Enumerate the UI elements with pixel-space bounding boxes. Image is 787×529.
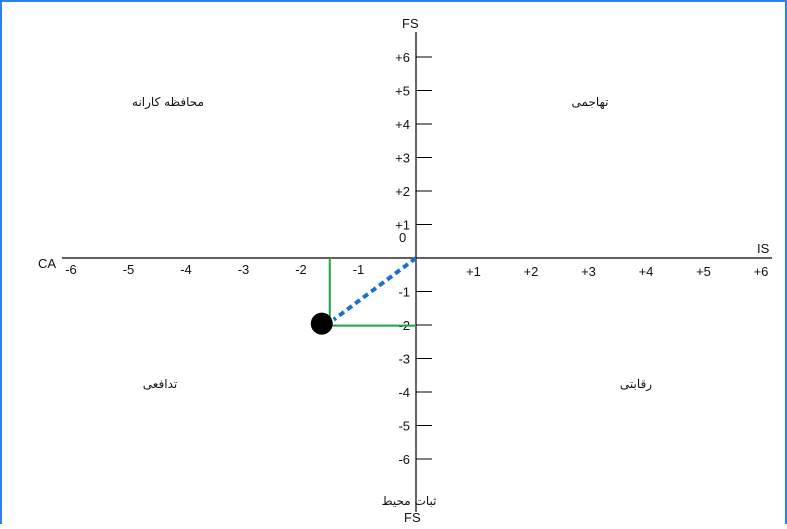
y-tick-label: -5 xyxy=(398,419,410,434)
y-tick-label: -1 xyxy=(398,285,410,300)
x-tick-label: +3 xyxy=(581,264,596,279)
y-tick-label: -4 xyxy=(398,385,410,400)
x-tick-label: +6 xyxy=(754,264,769,279)
origin-label: 0 xyxy=(399,230,406,245)
y-axis-bottom-label: FS xyxy=(404,510,421,524)
y-tick-label: +2 xyxy=(395,184,410,199)
y-tick-label: +6 xyxy=(395,50,410,65)
y-tick-label: +1 xyxy=(395,218,410,233)
direction-vector xyxy=(332,256,418,322)
x-tick-label: -5 xyxy=(123,262,135,277)
x-tick-label: +1 xyxy=(466,264,481,279)
strategic-position-point xyxy=(310,312,333,335)
quadrant-top-left-label: محافظه کارانه xyxy=(132,95,204,110)
x-tick-label: -3 xyxy=(238,262,250,277)
x-tick-label: -1 xyxy=(353,262,365,277)
x-axis-left-label: CA xyxy=(38,256,56,271)
quadrant-top-right-label: تهاجمی xyxy=(572,95,609,109)
y-tick-label: +5 xyxy=(395,84,410,99)
x-tick-label: +4 xyxy=(639,264,654,279)
x-tick-label: +5 xyxy=(696,264,711,279)
x-tick-label: +2 xyxy=(524,264,539,279)
quadrant-bottom-left-label: تدافعی xyxy=(143,377,178,391)
x-tick-label: -2 xyxy=(295,262,307,277)
y-tick-label: -6 xyxy=(398,452,410,467)
y-tick-label: +4 xyxy=(395,117,410,132)
x-tick-label: -6 xyxy=(65,262,77,277)
x-axis-right-label: IS xyxy=(757,241,770,256)
y-axis-top-label: FS xyxy=(402,16,419,31)
x-tick-label: -4 xyxy=(180,262,192,277)
y-tick-label: -3 xyxy=(398,352,410,367)
quadrant-bottom-right-label: رقابتی xyxy=(620,377,652,392)
y-axis-bottom-caption: ثبات محیط xyxy=(382,494,437,508)
y-tick-label: +3 xyxy=(395,151,410,166)
